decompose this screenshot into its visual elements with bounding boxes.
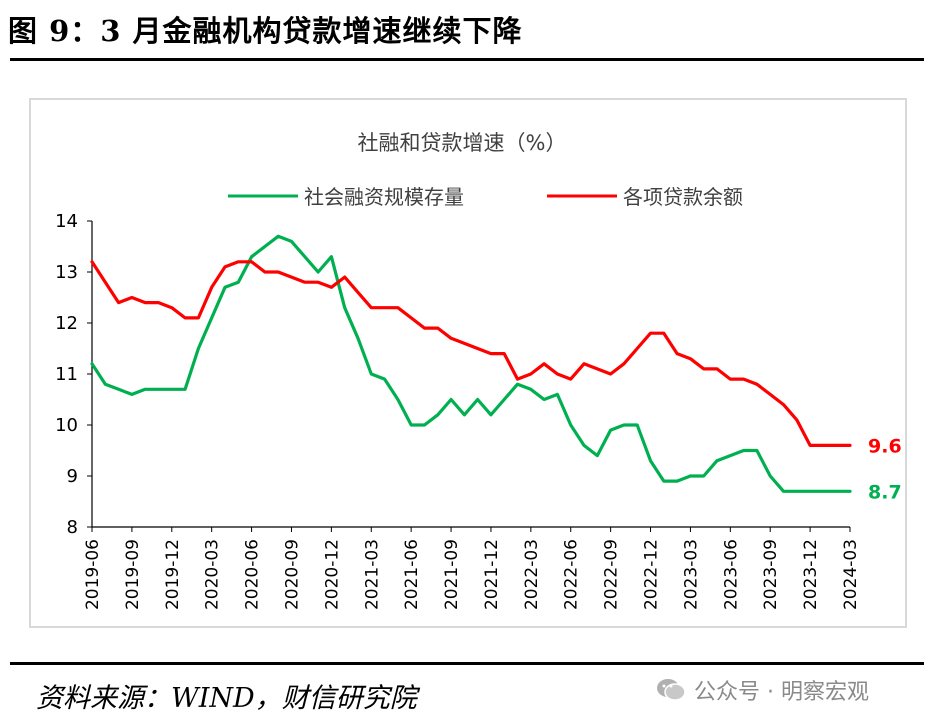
y-tick-label: 14: [55, 211, 78, 232]
chart-frame: [29, 98, 907, 628]
x-tick-label: 2024-03: [841, 539, 861, 610]
x-tick-label: 2023-06: [721, 539, 741, 610]
x-tick-label: 2021-06: [402, 539, 422, 610]
chart-title: 社融和贷款增速（%）: [358, 131, 567, 155]
figure-title: 图 9：3 月金融机构贷款增速继续下降: [8, 14, 523, 48]
y-tick-label: 10: [55, 415, 78, 436]
end-value-label-series-1: 8.7: [868, 481, 902, 503]
end-labels: 8.7 9.6: [868, 435, 902, 503]
top-rule: [10, 58, 924, 61]
x-tick-label: 2021-12: [482, 539, 502, 610]
y-tick-label: 9: [67, 466, 78, 487]
axes: 8 9 10 11 12 13 14 2019-06 2019-09 2019-12 2020-03…: [55, 211, 861, 610]
x-tick-label: 2021-03: [362, 539, 382, 610]
watermark: 公众号 · 明察宏观: [656, 674, 869, 706]
legend-label-series-2: 各项贷款余额: [623, 185, 743, 209]
legend-label-series-1: 社会融资规模存量: [304, 185, 464, 209]
y-tick-label: 11: [55, 364, 78, 385]
x-tick-label: 2022-06: [562, 539, 582, 610]
legend: 社会融资规模存量 各项贷款余额: [228, 185, 743, 209]
source-note: 资料来源：WIND，财信研究院: [36, 683, 417, 714]
x-tick-label: 2019-12: [163, 539, 183, 610]
x-tick-label: 2020-03: [203, 539, 223, 610]
x-tick-label: 2020-09: [282, 539, 302, 610]
x-tick-label: 2023-03: [681, 539, 701, 610]
end-value-label-series-2: 9.6: [868, 435, 902, 457]
x-tick-label: 2023-09: [761, 539, 781, 610]
x-tick-label: 2022-09: [602, 539, 622, 610]
series-line-1: [90, 234, 852, 493]
x-tick-label: 2019-06: [83, 539, 103, 610]
x-tick-label: 2020-06: [243, 539, 263, 610]
x-tick-label: 2020-12: [322, 539, 342, 610]
watermark-text: 公众号 · 明察宏观: [694, 680, 869, 705]
series-line-2: [90, 260, 852, 447]
wechat-icon: [657, 679, 686, 701]
y-tick-label: 13: [55, 262, 78, 283]
x-tick-label: 2019-09: [123, 539, 143, 610]
x-tick-label: 2022-03: [522, 539, 542, 610]
y-tick-label: 12: [55, 313, 78, 334]
y-tick-label: 8: [67, 517, 78, 538]
bottom-rule: [10, 662, 924, 665]
x-tick-label: 2023-12: [801, 539, 821, 610]
x-tick-label: 2022-12: [642, 539, 662, 610]
x-tick-label: 2021-09: [442, 539, 462, 610]
series-layer: [90, 234, 852, 493]
